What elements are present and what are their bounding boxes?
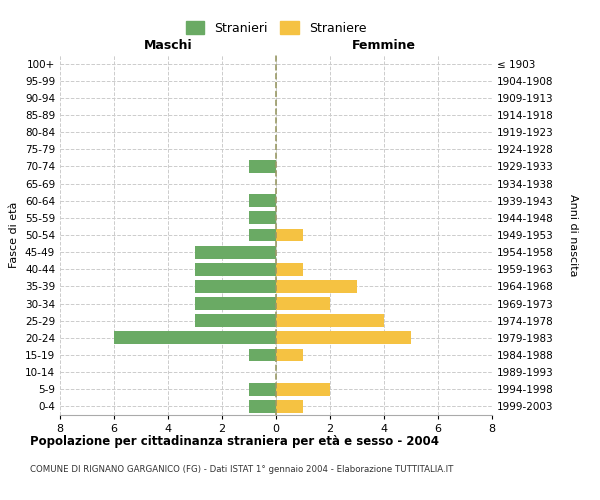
Y-axis label: Fasce di età: Fasce di età [10,202,19,268]
Text: Femmine: Femmine [352,38,416,52]
Bar [114,332,276,344]
Bar [195,246,276,258]
Bar [276,383,330,396]
Bar [249,400,276,413]
Bar [195,263,276,276]
Bar [276,314,384,327]
Bar [276,263,303,276]
Text: COMUNE DI RIGNANO GARGANICO (FG) - Dati ISTAT 1° gennaio 2004 - Elaborazione TUT: COMUNE DI RIGNANO GARGANICO (FG) - Dati … [30,465,454,474]
Bar [195,314,276,327]
Text: Popolazione per cittadinanza straniera per età e sesso - 2004: Popolazione per cittadinanza straniera p… [30,435,439,448]
Text: Maschi: Maschi [143,38,193,52]
Bar [276,400,303,413]
Bar [276,297,330,310]
Legend: Stranieri, Straniere: Stranieri, Straniere [181,16,371,40]
Bar [276,332,411,344]
Bar [195,297,276,310]
Bar [249,348,276,362]
Y-axis label: Anni di nascita: Anni di nascita [568,194,577,276]
Bar [249,212,276,224]
Bar [276,348,303,362]
Bar [195,280,276,293]
Bar [249,228,276,241]
Bar [249,194,276,207]
Bar [276,280,357,293]
Bar [249,383,276,396]
Bar [249,160,276,173]
Bar [276,228,303,241]
